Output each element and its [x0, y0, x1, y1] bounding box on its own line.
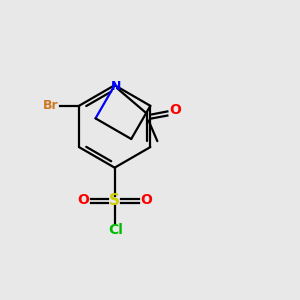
Text: O: O	[140, 193, 152, 207]
Text: Cl: Cl	[109, 223, 124, 236]
Text: O: O	[169, 103, 181, 117]
Text: O: O	[77, 193, 89, 207]
Text: S: S	[109, 193, 120, 208]
Text: N: N	[111, 80, 121, 93]
Text: Br: Br	[43, 99, 59, 112]
